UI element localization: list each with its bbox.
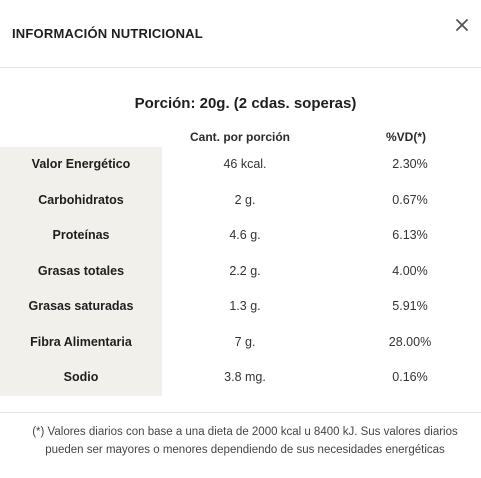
footer-divider: [0, 412, 481, 413]
nutrient-daily-value: 0.16%: [392, 370, 428, 384]
nutrient-name: Grasas totales: [37, 263, 125, 278]
column-header-amount: Cant. por porción: [190, 130, 290, 144]
nutrient-name: Grasas saturadas: [28, 299, 134, 313]
table-row: Valor Energético 46 kcal. 2.30%: [0, 147, 481, 183]
nutrient-amount: 2.2 g.: [229, 263, 261, 278]
close-icon: [456, 19, 468, 31]
table-row: Grasas saturadas 1.3 g. 5.91%: [0, 289, 481, 325]
nutrient-amount: 2 g.: [234, 192, 256, 207]
nutrient-daily-value: 6.13%: [392, 228, 428, 242]
table-row: Grasas totales 2.2 g. 4.00%: [0, 254, 481, 290]
nutrient-amount: 1.3 g.: [229, 299, 261, 313]
nutrient-amount: 3.8 mg.: [224, 370, 266, 384]
nutrient-name: Valor Energético: [31, 157, 131, 171]
table-row: Carbohidratos 2 g. 0.67%: [0, 183, 481, 219]
nutrient-daily-value: 5.91%: [392, 299, 428, 313]
portion-size: Porción: 20g. (2 cdas. soperas): [134, 95, 357, 112]
close-button[interactable]: [451, 14, 473, 36]
column-header-daily-value: %VD(*): [386, 130, 427, 144]
table-row: Proteínas 4.6 g. 6.13%: [0, 218, 481, 254]
modal-header: INFORMACIÓN NUTRICIONAL: [0, 0, 481, 68]
nutrient-amount: 46 kcal.: [223, 157, 267, 171]
nutrient-daily-value: 28.00%: [388, 334, 432, 349]
table-row: Fibra Alimentaria 7 g. 28.00%: [0, 325, 481, 361]
nutrient-amount: 7 g.: [234, 334, 256, 349]
table-row: Sodio 3.8 mg. 0.16%: [0, 360, 481, 396]
nutrient-name: Carbohidratos: [38, 192, 124, 207]
nutrient-name: Proteínas: [52, 228, 110, 242]
nutrient-daily-value: 2.30%: [392, 157, 428, 171]
nutrient-label-column: [0, 147, 162, 396]
modal-title: INFORMACIÓN NUTRICIONAL: [12, 26, 203, 41]
nutrient-name: Fibra Alimentaria: [30, 334, 132, 349]
nutrient-daily-value: 4.00%: [392, 263, 428, 278]
nutrient-daily-value: 0.67%: [392, 192, 428, 207]
nutrient-name: Sodio: [63, 370, 99, 384]
daily-value-footnote: (*) Valores diarios con base a una dieta…: [32, 426, 458, 456]
nutrient-amount: 4.6 g.: [229, 228, 261, 242]
